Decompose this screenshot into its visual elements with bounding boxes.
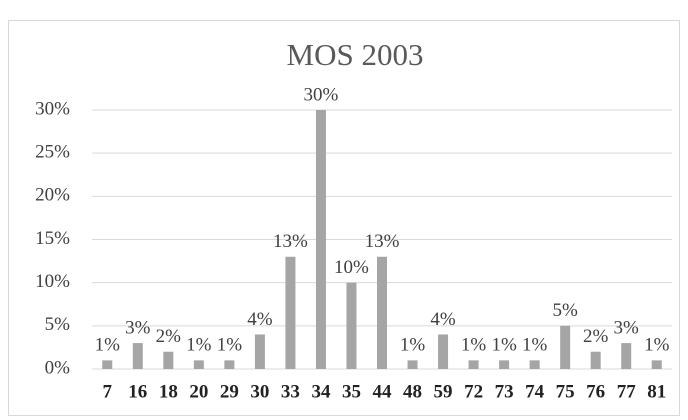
bar — [621, 343, 632, 369]
y-tick-label: 0% — [45, 357, 71, 378]
x-tick-label: 33 — [281, 381, 300, 402]
x-tick-label: 16 — [128, 381, 147, 402]
bar — [529, 360, 540, 369]
x-tick-label: 7 — [103, 381, 113, 402]
bar — [224, 360, 235, 369]
x-tick-label: 30 — [250, 381, 269, 402]
bar — [499, 360, 510, 369]
x-tick-label: 73 — [495, 381, 514, 402]
data-label: 1% — [644, 335, 670, 356]
bar — [163, 351, 174, 369]
x-tick-label: 77 — [617, 381, 637, 402]
y-tick-label: 5% — [45, 314, 71, 335]
x-tick-label: 74 — [525, 381, 545, 402]
data-label: 13% — [273, 231, 308, 252]
y-tick-label: 10% — [35, 271, 70, 292]
x-tick-label: 59 — [434, 381, 453, 402]
x-tick-label: 34 — [311, 381, 331, 402]
data-label: 1% — [400, 335, 426, 356]
bar — [285, 256, 296, 369]
chart-title: MOS 2003 — [287, 37, 424, 72]
bar — [315, 110, 326, 369]
x-tick-label: 48 — [403, 381, 422, 402]
data-label: 2% — [583, 326, 609, 347]
data-label: 3% — [614, 317, 640, 338]
x-tick-label: 81 — [647, 381, 666, 402]
x-tick-label: 20 — [189, 381, 208, 402]
x-tick-label: 76 — [586, 381, 605, 402]
data-label: 1% — [217, 335, 243, 356]
bar — [102, 360, 113, 369]
x-tick-label: 75 — [556, 381, 575, 402]
x-tick-label: 29 — [220, 381, 239, 402]
x-tick-label: 44 — [373, 381, 393, 402]
data-label: 1% — [95, 335, 121, 356]
x-tick-label: 35 — [342, 381, 361, 402]
data-label: 4% — [430, 309, 456, 330]
bar — [407, 360, 418, 369]
y-tick-label: 20% — [35, 185, 70, 206]
bar — [132, 343, 143, 369]
data-label: 1% — [491, 335, 517, 356]
data-label: 1% — [186, 335, 212, 356]
x-tick-label: 18 — [159, 381, 178, 402]
data-label: 2% — [156, 326, 182, 347]
chart-border — [8, 20, 680, 416]
data-label: 1% — [461, 335, 487, 356]
data-label: 10% — [334, 257, 369, 278]
bar — [560, 325, 571, 369]
bar — [438, 334, 449, 369]
x-tick-label: 72 — [464, 381, 483, 402]
bar — [346, 282, 357, 369]
y-tick-label: 25% — [35, 142, 70, 163]
data-label: 30% — [304, 84, 339, 105]
bar — [254, 334, 265, 369]
data-label: 1% — [522, 335, 548, 356]
bar — [377, 256, 387, 369]
bar — [590, 351, 601, 369]
y-tick-label: 30% — [35, 98, 70, 119]
bar — [468, 360, 479, 369]
data-label: 4% — [247, 309, 273, 330]
y-tick-label: 15% — [35, 228, 70, 249]
data-label: 3% — [125, 317, 151, 338]
data-label: 5% — [552, 300, 578, 321]
bar — [651, 360, 662, 369]
bar — [193, 360, 204, 369]
data-label: 13% — [365, 231, 400, 252]
